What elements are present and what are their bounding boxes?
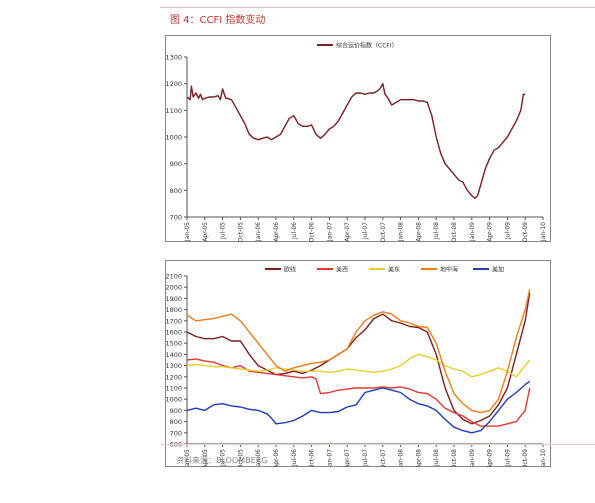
x-tick-label: Jan-08	[398, 222, 405, 242]
x-tick-label: Jan-05	[184, 449, 191, 467]
x-tick-label: Jan-10	[540, 449, 547, 467]
x-tick-label: Apr-07	[344, 222, 351, 242]
y-tick-label: 800	[170, 418, 182, 426]
route-index-chart: 6007008009001000110012001300140015001600…	[165, 260, 551, 467]
x-tick-label: Apr-09	[487, 222, 494, 242]
x-tick-label: Oct-09	[522, 222, 529, 242]
x-tick-label: Apr-06	[273, 449, 280, 467]
legend-label: 美西	[336, 266, 348, 274]
x-tick-label: Jan-09	[469, 449, 476, 467]
legend: 综合运价指数（CCFI）	[317, 42, 398, 50]
chart-frame	[165, 35, 551, 242]
x-tick-label: Jul-06	[291, 222, 298, 240]
legend: 欧线 美西 美东 地中海 美加	[265, 266, 504, 274]
footer-rule	[160, 444, 595, 445]
x-tick-label: Jan-08	[398, 449, 405, 467]
series-line-3	[186, 289, 531, 414]
legend-label: 美东	[388, 266, 400, 274]
legend-label: 美加	[492, 266, 504, 274]
y-tick-label: 1400	[165, 351, 182, 359]
x-tick-label: Jul-08	[433, 222, 440, 240]
x-tick-label: Apr-08	[415, 222, 422, 242]
series-line-2	[186, 353, 531, 378]
figure-title: 图 4：CCFI 指数变动	[170, 15, 266, 26]
x-tick-label: Jul-08	[433, 449, 440, 467]
y-tick-label: 1700	[165, 317, 182, 325]
y-tick-label: 1100	[165, 107, 182, 115]
y-tick-label: 700	[170, 429, 182, 437]
y-tick-label: 1000	[165, 396, 182, 404]
x-tick-label: Jul-07	[362, 222, 369, 240]
x-tick-label: Apr-05	[202, 449, 209, 467]
y-tick-label: 1000	[165, 134, 182, 142]
x-tick-label: Oct-07	[380, 222, 387, 242]
x-tick-label: Apr-07	[344, 449, 351, 467]
x-tick-label: Oct-09	[522, 449, 529, 467]
x-tick-label: Jan-06	[255, 449, 262, 467]
x-tick-label: Jul-06	[291, 449, 298, 467]
y-tick-label: 2000	[165, 284, 182, 292]
x-tick-label: Jul-07	[362, 449, 369, 467]
legend-label: 欧线	[284, 266, 296, 274]
x-tick-label: Jul-05	[220, 222, 227, 240]
y-tick-label: 700	[170, 214, 182, 222]
series-line-0	[186, 83, 526, 199]
x-tick-label: Jan-07	[326, 222, 333, 242]
y-tick-label: 1300	[165, 54, 182, 62]
y-tick-label: 1200	[165, 80, 182, 88]
y-tick-label: 1900	[165, 295, 182, 303]
x-tick-label: Jan-09	[469, 222, 476, 242]
x-tick-label: Jul-09	[504, 449, 511, 467]
x-tick-label: Jan-05	[184, 222, 191, 242]
x-tick-label: Oct-05	[237, 449, 244, 467]
series-line-0	[186, 292, 531, 425]
x-tick-label: Oct-08	[451, 222, 458, 242]
x-tick-label: Oct-08	[451, 449, 458, 467]
y-tick-label: 900	[170, 160, 182, 168]
legend-label: 地中海	[440, 266, 458, 274]
y-tick-label: 1600	[165, 329, 182, 337]
y-tick-label: 1500	[165, 340, 182, 348]
y-tick-label: 1800	[165, 306, 182, 314]
x-tick-label: Jul-09	[504, 222, 511, 240]
x-tick-label: Apr-05	[202, 222, 209, 242]
x-tick-label: Apr-06	[273, 222, 280, 242]
y-tick-label: 1100	[165, 385, 182, 393]
source-note: 资料来源：BLOOMBERG	[176, 456, 268, 465]
y-tick-label: 1200	[165, 373, 182, 381]
x-tick-label: Jan-10	[540, 222, 547, 242]
x-tick-label: Jan-07	[326, 449, 333, 467]
x-tick-label: Oct-06	[309, 449, 316, 467]
series-line-4	[186, 380, 531, 434]
x-tick-label: Apr-08	[415, 449, 422, 467]
x-tick-label: Oct-07	[380, 449, 387, 467]
y-tick-label: 1300	[165, 362, 182, 370]
x-tick-label: Jan-06	[255, 222, 262, 242]
legend-label: 综合运价指数（CCFI）	[336, 42, 398, 50]
y-tick-label: 900	[170, 407, 182, 415]
header-rule	[160, 7, 595, 8]
x-tick-label: Oct-05	[237, 222, 244, 242]
x-tick-label: Apr-09	[487, 449, 494, 467]
y-tick-label: 800	[170, 187, 182, 195]
chart-frame	[165, 260, 551, 467]
ccfi-chart: 700 800 900 1000 1100 1200 1300 Jan-05 Apr-05 Jul…	[165, 35, 551, 242]
x-tick-label: Jul-05	[220, 449, 227, 467]
y-tick-label: 2100	[165, 273, 182, 281]
x-tick-label: Oct-06	[309, 222, 316, 242]
